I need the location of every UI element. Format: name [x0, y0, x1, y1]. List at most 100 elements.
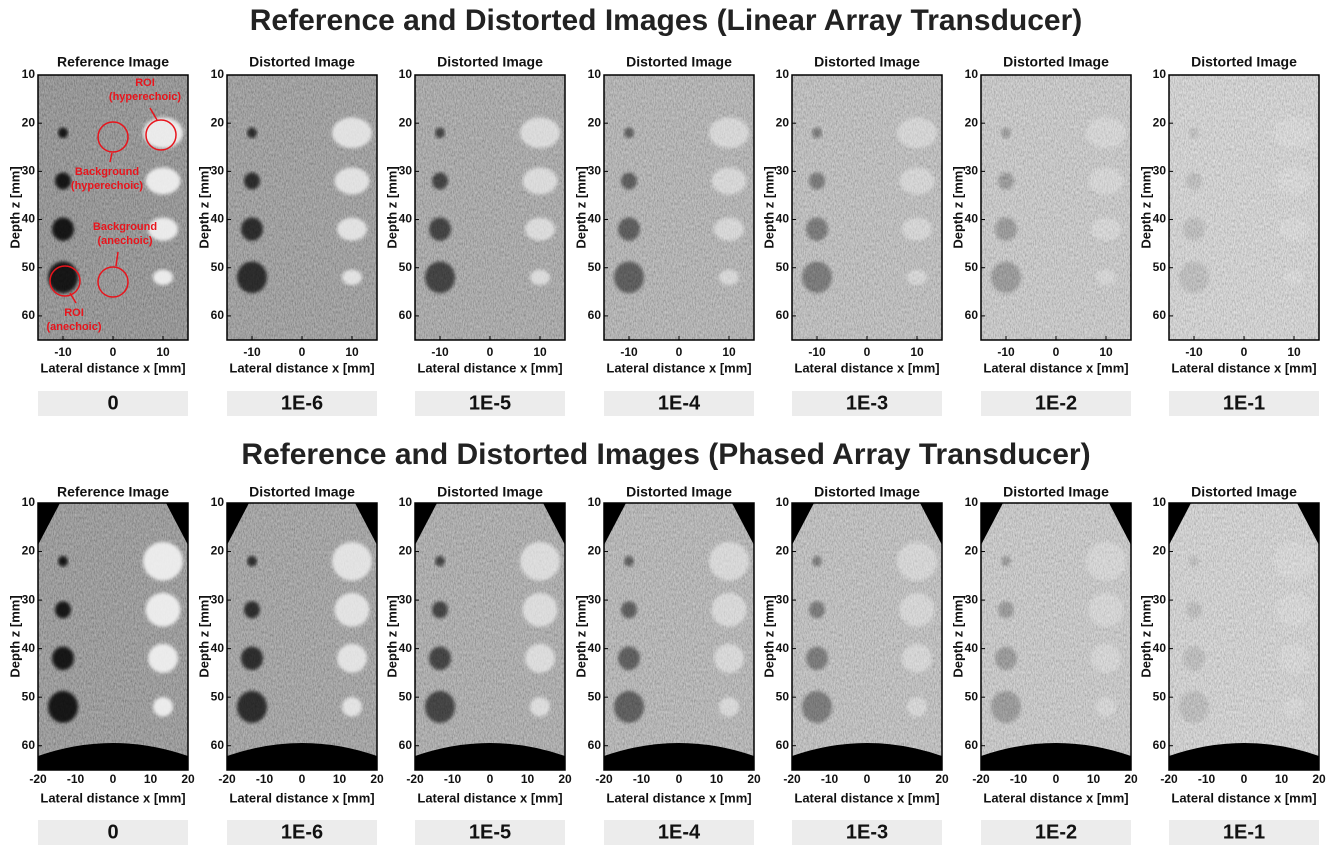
anechoic-cyst — [1183, 646, 1205, 671]
noise-level: 1E-5 — [469, 392, 511, 414]
anechoic-cyst — [1179, 690, 1209, 723]
ultrasound-image — [604, 75, 754, 340]
anechoic-cyst — [1001, 127, 1011, 139]
panel: Distorted Image -10 0 10 10 20 30 40 50 60 Lateral… — [384, 54, 566, 416]
x-tick-label: 10 — [333, 772, 347, 786]
x-tick-label: -10 — [256, 772, 274, 786]
anechoic-cyst — [432, 601, 448, 619]
anechoic-cyst — [1189, 555, 1199, 567]
anechoic-cyst — [48, 690, 78, 723]
hyperechoic-cyst — [714, 643, 744, 673]
roi-circle — [49, 265, 81, 297]
hyperechoic-cyst — [153, 697, 173, 717]
noise-level: 1E-6 — [281, 821, 323, 843]
panel-title: Distorted Image — [249, 484, 355, 500]
x-tick-label: -10 — [821, 772, 839, 786]
y-tick-label: 20 — [776, 544, 790, 558]
panel-title: Distorted Image — [626, 54, 732, 70]
hyperechoic-cyst — [1088, 592, 1124, 627]
level-box — [604, 391, 754, 416]
x-tick-label: 0 — [864, 772, 871, 786]
level-box — [227, 820, 377, 845]
y-tick-label: 50 — [1153, 260, 1167, 274]
anechoic-cyst — [1186, 172, 1202, 190]
y-tick-label: 30 — [1153, 592, 1167, 606]
y-tick-label: 60 — [1153, 738, 1167, 752]
level-box — [227, 391, 377, 416]
anechoic-cyst — [802, 690, 832, 723]
level-box — [604, 820, 754, 845]
y-tick-label: 40 — [776, 641, 790, 655]
hyperechoic-cyst — [709, 117, 749, 149]
annotation: ROI — [64, 307, 84, 319]
y-tick-label: 20 — [776, 115, 790, 129]
y-tick-label: 20 — [22, 544, 36, 558]
y-tick-label: 50 — [588, 260, 602, 274]
anechoic-cyst — [998, 172, 1014, 190]
anechoic-cyst — [995, 646, 1017, 671]
y-tick-label: 40 — [399, 212, 413, 226]
panel-title: Distorted Image — [437, 54, 543, 70]
anechoic-cyst — [998, 601, 1014, 619]
section-title: Reference and Distorted Images (Phased A… — [241, 438, 1090, 471]
mask-corner — [1109, 503, 1131, 545]
y-tick-label: 10 — [211, 67, 225, 81]
y-tick-label: 30 — [399, 164, 413, 178]
y-tick-label: 50 — [399, 689, 413, 703]
hyperechoic-cyst — [337, 643, 367, 673]
panel-title: Distorted Image — [814, 484, 920, 500]
hyperechoic-cyst — [337, 217, 367, 241]
x-tick-label: -20 — [1160, 772, 1178, 786]
y-tick-label: 50 — [211, 260, 225, 274]
annotation: (anechoic) — [46, 321, 101, 333]
level-box — [792, 391, 942, 416]
anechoic-cyst — [52, 217, 74, 241]
x-tick-label: 0 — [487, 345, 494, 359]
annotation: Background — [75, 166, 139, 178]
hyperechoic-cyst — [709, 541, 749, 581]
mask-corner — [355, 503, 377, 545]
y-tick-label: 10 — [776, 67, 790, 81]
y-tick-label: 30 — [965, 164, 979, 178]
x-axis-label: Lateral distance x [mm] — [794, 790, 939, 805]
y-axis-label: Depth z [mm] — [573, 595, 588, 677]
hyperechoic-cyst — [520, 117, 560, 149]
hyperechoic-cyst — [714, 217, 744, 241]
mask-corner — [415, 503, 437, 545]
y-axis-label: Depth z [mm] — [7, 595, 22, 677]
y-tick-label: 10 — [22, 495, 36, 509]
y-tick-label: 40 — [965, 641, 979, 655]
panel-title: Distorted Image — [1191, 54, 1297, 70]
mask-corner — [732, 503, 754, 545]
ultrasound-image — [415, 503, 565, 770]
mask-bottom — [415, 743, 565, 770]
y-tick-label: 10 — [776, 495, 790, 509]
y-tick-label: 30 — [776, 592, 790, 606]
y-tick-label: 40 — [1153, 641, 1167, 655]
hyperechoic-cyst — [332, 117, 372, 149]
x-tick-label: 10 — [1287, 345, 1301, 359]
noise-level: 1E-6 — [281, 392, 323, 414]
hyperechoic-cyst — [143, 541, 183, 581]
panel-title: Reference Image — [57, 484, 169, 500]
x-tick-label: 10 — [156, 345, 170, 359]
panel-title: Distorted Image — [1191, 484, 1297, 500]
y-tick-label: 40 — [22, 212, 36, 226]
y-tick-label: 50 — [211, 689, 225, 703]
anechoic-cyst — [809, 601, 825, 619]
annotation: (hyperechoic) — [71, 180, 143, 192]
noise-level: 1E-4 — [658, 392, 701, 414]
panel: Distorted Image -10 0 10 10 20 30 40 50 60 Lateral… — [950, 54, 1132, 416]
y-tick-label: 10 — [965, 495, 979, 509]
y-tick-label: 10 — [588, 495, 602, 509]
x-tick-label: -20 — [783, 772, 801, 786]
x-tick-label: -10 — [620, 345, 638, 359]
x-axis-label: Lateral distance x [mm] — [983, 790, 1128, 805]
y-axis-label: Depth z [mm] — [1138, 595, 1153, 677]
level-box — [1169, 820, 1319, 845]
anechoic-cyst — [425, 261, 455, 294]
speckle — [792, 75, 942, 340]
x-tick-label: -10 — [67, 772, 85, 786]
hyperechoic-cyst — [1279, 217, 1309, 241]
annotation: Background — [93, 221, 157, 233]
